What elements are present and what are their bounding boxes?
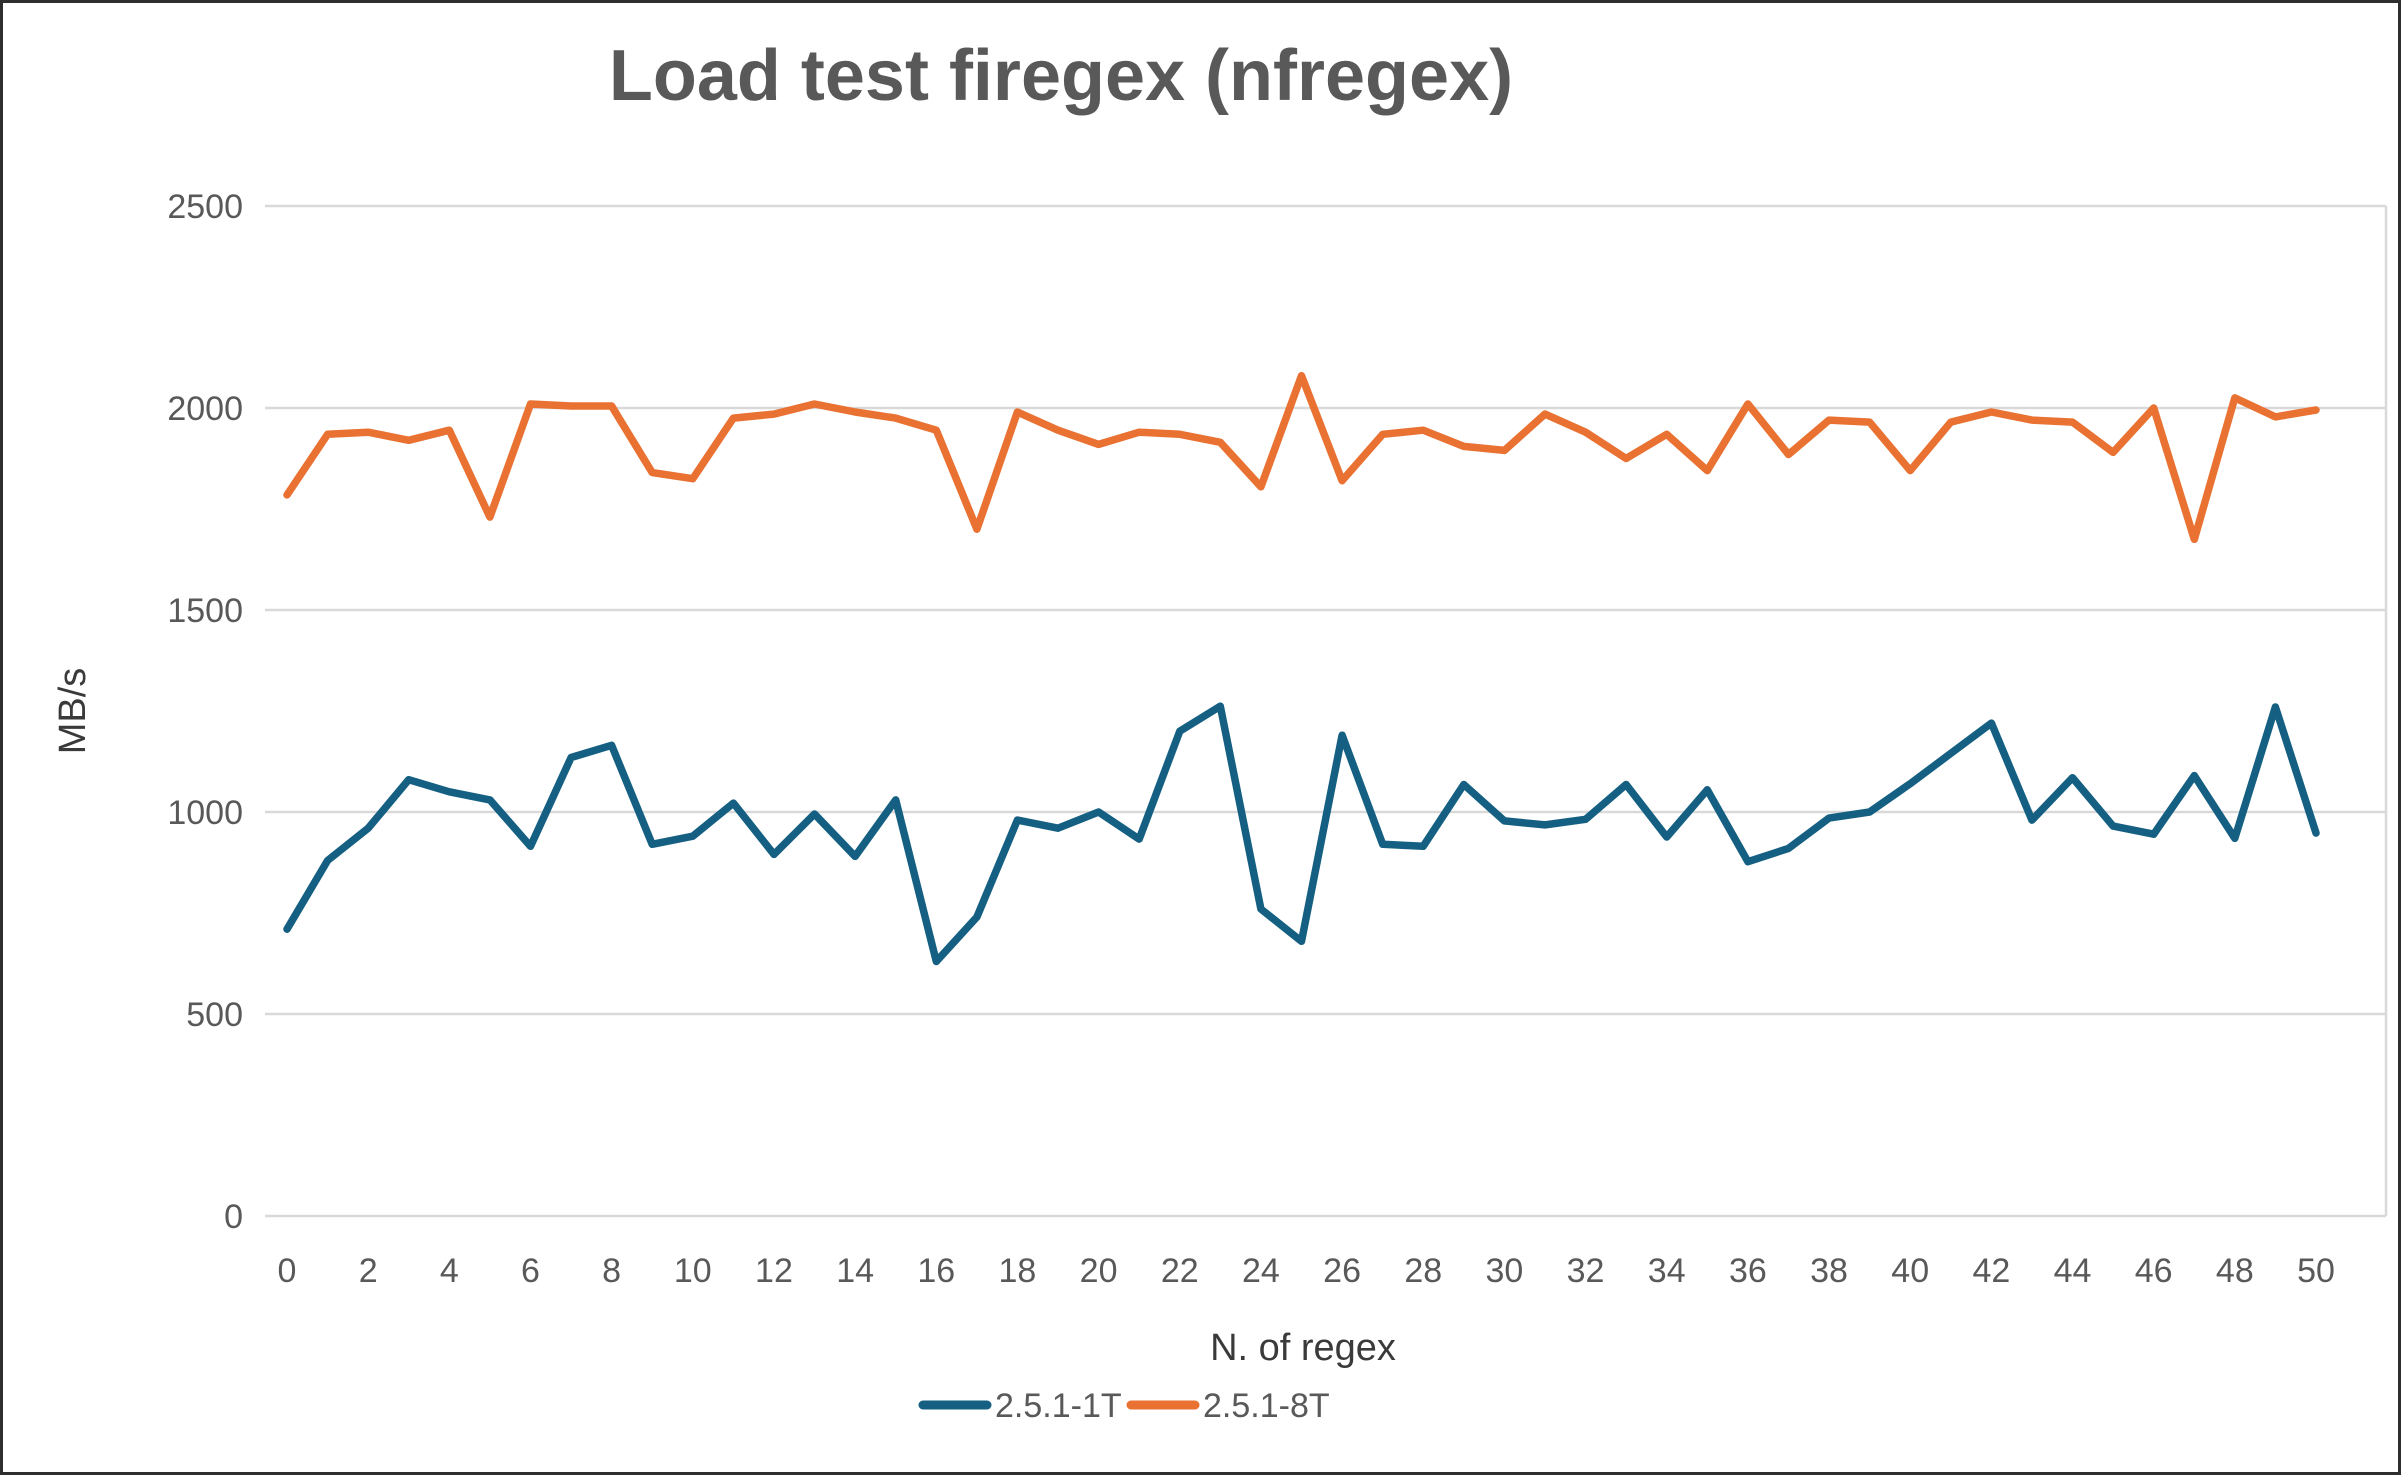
y-tick-label-2000: 2000 [167,390,243,428]
series-lines [283,371,2320,966]
x-tick-label-0: 0 [278,1252,297,1290]
x-tick-label-8: 8 [602,1252,621,1290]
x-tick-label-28: 28 [1404,1252,1442,1290]
series-line-2.5.1-1T [283,702,2320,966]
x-tick-label-10: 10 [674,1252,712,1290]
x-tick-label-30: 30 [1485,1252,1523,1290]
x-tick-label-26: 26 [1323,1252,1361,1290]
x-tick-label-44: 44 [2054,1252,2092,1290]
legend-label-8t: 2.5.1-8T [1203,1387,1330,1425]
x-tick-label-14: 14 [836,1252,874,1290]
x-tick-label-40: 40 [1891,1252,1929,1290]
legend-item-1t: 2.5.1-1T [918,1387,1122,1425]
y-tick-label-1000: 1000 [167,794,243,832]
gridlines [265,204,2388,1218]
y-tick-label-2500: 2500 [167,188,243,226]
x-tick-label-2: 2 [359,1252,378,1290]
x-tick-label-36: 36 [1729,1252,1767,1290]
x-axis-title: N. of regex [1210,1327,1396,1369]
y-tick-label-0: 0 [224,1198,243,1236]
x-tick-label-12: 12 [755,1252,793,1290]
series-line-2.5.1-8T [283,371,2320,544]
x-tick-label-16: 16 [917,1252,955,1290]
y-axis-title: MB/s [52,668,94,755]
legend-item-8t: 2.5.1-8T [1126,1387,1330,1425]
x-tick-label-4: 4 [440,1252,459,1290]
x-tick-label-38: 38 [1810,1252,1848,1290]
y-axis-tick-labels: 0 500 1000 1500 2000 2500 [167,188,243,1236]
x-tick-label-34: 34 [1648,1252,1686,1290]
x-tick-label-32: 32 [1567,1252,1605,1290]
x-tick-label-20: 20 [1080,1252,1118,1290]
y-tick-label-500: 500 [186,996,243,1034]
x-axis-tick-labels: 0 2 4 6 8 10 12 14 16 18 20 22 24 26 28 30 32 34 36 38 40 42 4… [278,1252,2335,1290]
x-tick-label-50: 50 [2297,1252,2335,1290]
x-tick-label-24: 24 [1242,1252,1280,1290]
x-tick-label-46: 46 [2135,1252,2173,1290]
x-tick-label-6: 6 [521,1252,540,1290]
x-tick-label-22: 22 [1161,1252,1199,1290]
chart-title: Load test firegex (nfregex) [609,36,1513,116]
legend-label-1t: 2.5.1-1T [995,1387,1122,1425]
x-tick-label-18: 18 [999,1252,1037,1290]
legend: 2.5.1-1T 2.5.1-8T [918,1387,1330,1425]
y-tick-label-1500: 1500 [167,592,243,630]
x-tick-label-48: 48 [2216,1252,2254,1290]
x-tick-label-42: 42 [1972,1252,2010,1290]
